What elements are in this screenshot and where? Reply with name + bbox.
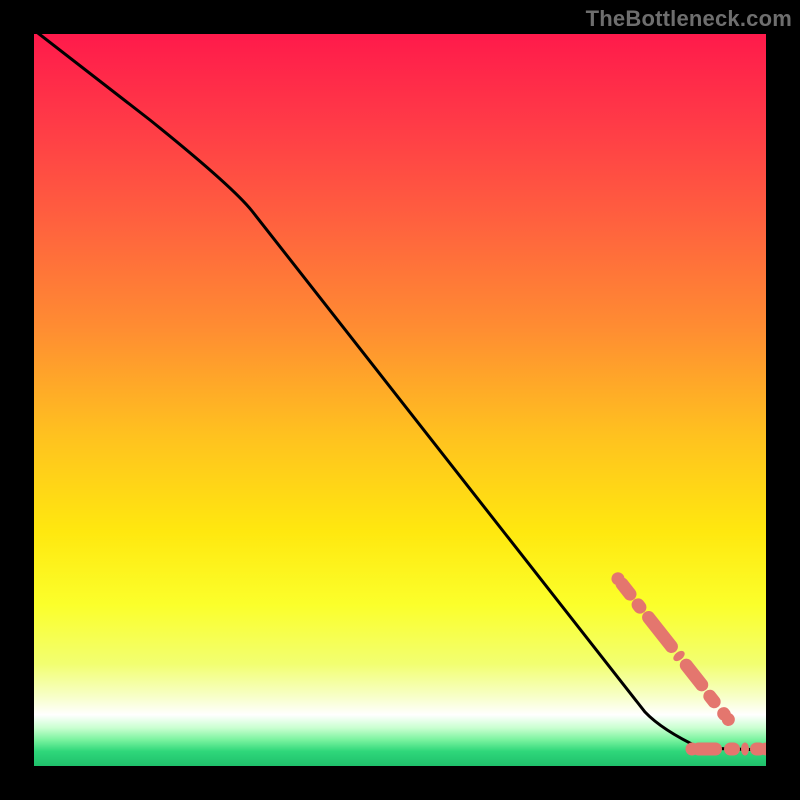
watermark-text: TheBottleneck.com: [586, 6, 792, 32]
chart-container: { "watermark": { "text": "TheBottleneck.…: [0, 0, 800, 800]
bottleneck-chart: [0, 0, 800, 800]
